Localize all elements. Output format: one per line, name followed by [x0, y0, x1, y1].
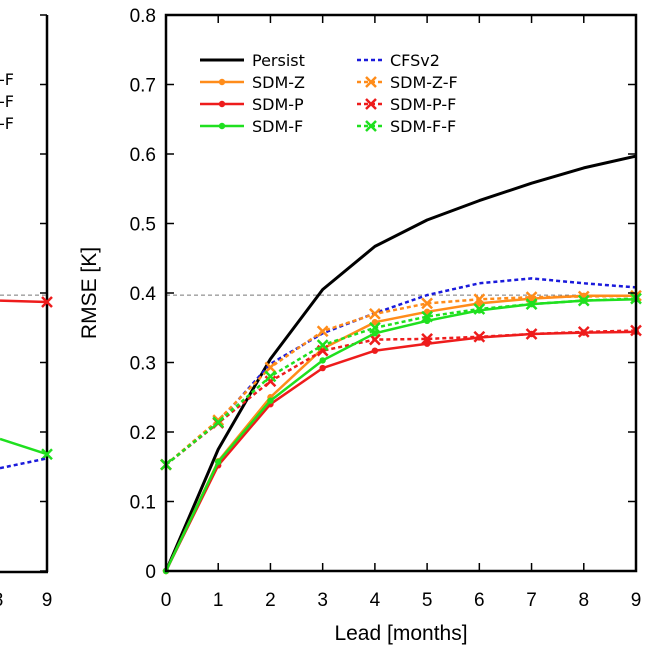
legend-item-persist: Persist	[200, 51, 305, 70]
data-point	[528, 330, 535, 338]
left-series-marker	[41, 296, 53, 308]
data-point	[369, 307, 381, 320]
y-tick-label: 0.5	[130, 215, 156, 236]
left-legend-fragment: -F	[0, 114, 14, 133]
legend-item-sdm-z-f: SDM-Z-F	[357, 73, 458, 92]
series-sdm-f	[162, 296, 640, 575]
x-tick-label: 0	[161, 590, 172, 611]
series-sdm-z	[162, 292, 640, 575]
data-point	[580, 297, 587, 304]
data-point	[423, 317, 431, 324]
legend-marker	[365, 120, 377, 132]
y-axis-label: RMSE [K]	[78, 247, 101, 339]
left-panel-fragment: 8 9 -F -F -F	[0, 14, 53, 611]
x-axis-label: Lead [months]	[334, 622, 467, 645]
series-line-sdm-z-f	[165, 294, 637, 466]
legend-label: SDM-Z	[252, 73, 305, 92]
data-point	[528, 300, 535, 308]
data-point	[316, 325, 329, 338]
data-point	[264, 361, 277, 374]
data-point	[423, 340, 431, 347]
y-tick-label: 0.8	[130, 6, 156, 27]
x-tick-label: 3	[317, 590, 328, 611]
y-tick-label: 0	[145, 562, 156, 583]
data-point	[476, 307, 483, 314]
x-tick-label: 7	[526, 590, 537, 611]
data-point	[371, 318, 379, 326]
data-point	[215, 458, 222, 466]
legend-item-cfsv2: CFSv2	[357, 51, 440, 70]
legend-item-sdm-f: SDM-F	[200, 117, 303, 136]
x-tick-label: 6	[474, 590, 485, 611]
legend: Persist SDM-Z SDM-P SDM-F CFSv2 SDM-Z-F SDM-P-…	[200, 51, 458, 136]
series-cfsv2	[165, 277, 637, 466]
left-panel-x-tick-label: 9	[42, 590, 53, 611]
data-point	[371, 330, 379, 337]
data-point	[421, 297, 433, 310]
data-point	[580, 329, 587, 336]
x-tick-label: 2	[265, 590, 276, 611]
legend-marker	[218, 100, 226, 108]
y-tick-label: 0.3	[130, 354, 156, 375]
legend-label: CFSv2	[390, 51, 440, 70]
series-persist	[164, 154, 637, 572]
left-series-cfsv2	[0, 457, 48, 470]
left-panel-x-tick-label: 8	[0, 590, 3, 611]
data-point	[476, 300, 483, 307]
legend-label: SDM-F	[252, 117, 303, 136]
series-line-cfsv2	[165, 277, 637, 466]
left-series-sdm-f	[0, 437, 48, 456]
y-tick-label: 0.6	[130, 145, 156, 166]
data-point	[528, 295, 535, 302]
x-tick-label: 5	[422, 590, 433, 611]
series-sdm-p	[162, 328, 640, 575]
data-point	[371, 347, 379, 354]
data-point	[267, 397, 274, 404]
y-tick-label: 0.7	[130, 76, 156, 97]
data-point	[264, 370, 277, 383]
x-tick-label: 9	[631, 590, 642, 611]
series-line-sdm-p	[164, 330, 637, 572]
legend-label: SDM-Z-F	[390, 73, 458, 92]
legend-marker	[365, 98, 377, 110]
legend-label: SDM-F-F	[390, 117, 456, 136]
legend-label: SDM-P	[252, 95, 304, 114]
legend-marker	[218, 78, 226, 86]
series-line-sdm-z	[164, 294, 636, 572]
y-tick-label: 0.2	[130, 423, 156, 444]
x-tick-label: 4	[370, 590, 381, 611]
axes-layer: 0 0.1 0.2 0.3 0.4 0.5 0.6 0.7 0.8 0 1 2 3 4 5 6 7 8 9 Lead …	[78, 6, 641, 645]
x-tick-label: 1	[213, 590, 224, 611]
legend-item-sdm-f-f: SDM-F-F	[357, 117, 456, 136]
legend-marker	[365, 76, 377, 88]
legend-item-sdm-p: SDM-P	[200, 95, 304, 114]
legend-label: SDM-P-F	[390, 95, 456, 114]
series-line-sdm-f	[164, 298, 637, 572]
data-point	[212, 416, 225, 429]
data-point	[316, 339, 329, 352]
legend-item-sdm-p-f: SDM-P-F	[357, 95, 456, 114]
y-tick-label: 0.1	[130, 493, 156, 514]
series-layer	[160, 154, 642, 575]
legend-item-sdm-z: SDM-Z	[200, 73, 305, 92]
legend-label: Persist	[252, 51, 305, 70]
left-legend-fragment: -F	[0, 70, 14, 89]
left-series-marker	[41, 448, 53, 461]
left-legend-fragment: -F	[0, 92, 14, 111]
main-chart-panel: 0 0.1 0.2 0.3 0.4 0.5 0.6 0.7 0.8 0 1 2 3 4 5 6 7 8 9 Lead …	[78, 6, 642, 645]
x-tick-label: 8	[578, 590, 589, 611]
data-point	[369, 321, 381, 334]
left-series-sdm-p	[0, 299, 48, 304]
data-point	[476, 334, 483, 341]
data-point	[319, 364, 326, 372]
series-line-persist	[164, 154, 637, 572]
legend-marker	[218, 122, 226, 130]
y-tick-label: 0.4	[130, 284, 157, 305]
data-point	[319, 357, 326, 364]
